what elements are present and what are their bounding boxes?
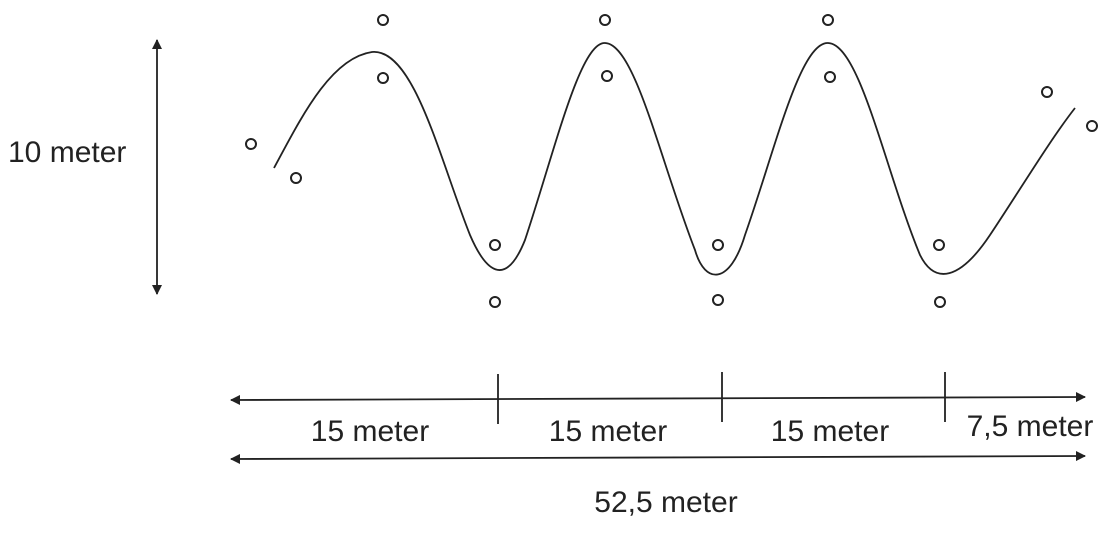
gate-marker xyxy=(599,14,611,26)
gate-marker xyxy=(377,72,389,84)
gate-marker xyxy=(601,70,613,82)
segment-arrow xyxy=(230,392,1086,405)
gate-marker xyxy=(1086,120,1098,132)
gate-marker xyxy=(933,239,945,251)
gate-marker xyxy=(712,239,724,251)
segment-label-4: 7,5 meter xyxy=(967,410,1094,443)
gate-marker xyxy=(489,239,501,251)
gate-marker xyxy=(245,138,257,150)
segment-label-3: 15 meter xyxy=(771,415,889,448)
total-label: 52,5 meter xyxy=(594,486,737,519)
gate-marker xyxy=(822,14,834,26)
gate-markers xyxy=(245,14,1098,308)
gate-marker xyxy=(489,296,501,308)
segment-label-2: 15 meter xyxy=(549,415,667,448)
segment-label-1: 15 meter xyxy=(311,415,429,448)
gate-marker xyxy=(377,14,389,26)
height-label: 10 meter xyxy=(8,136,126,169)
gate-marker xyxy=(824,71,836,83)
gate-marker xyxy=(934,296,946,308)
gate-marker xyxy=(1041,86,1053,98)
wave-path xyxy=(273,42,1076,276)
gate-marker xyxy=(712,294,724,306)
gate-marker xyxy=(290,172,302,184)
total-arrow xyxy=(230,451,1086,464)
